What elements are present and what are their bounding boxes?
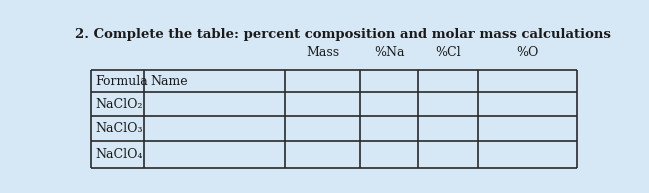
- Text: 2. Complete the table: percent composition and molar mass calculations: 2. Complete the table: percent compositi…: [75, 28, 611, 41]
- Text: %O: %O: [517, 46, 539, 59]
- Text: NaClO₄: NaClO₄: [95, 148, 143, 161]
- Text: NaClO₂: NaClO₂: [95, 98, 143, 111]
- Text: Formula: Formula: [95, 75, 148, 88]
- Text: NaClO₃: NaClO₃: [95, 122, 143, 135]
- Text: Name: Name: [150, 75, 188, 88]
- Text: %Na: %Na: [374, 46, 404, 59]
- Text: %Cl: %Cl: [435, 46, 461, 59]
- Text: Mass: Mass: [306, 46, 339, 59]
- Bar: [91, 70, 576, 168]
